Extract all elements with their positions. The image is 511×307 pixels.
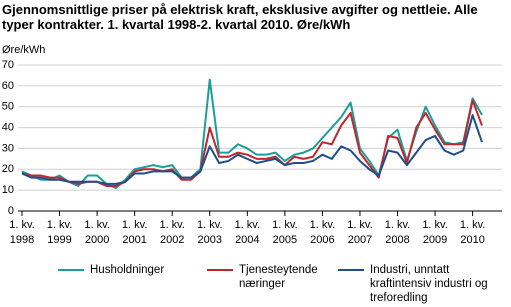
series-line [21, 78, 483, 190]
x-tick-label: 2006 [310, 234, 334, 246]
x-tick-label: 1. kv. [47, 219, 72, 231]
x-tick-label: 2005 [273, 234, 297, 246]
legend-item: Industri, unntatt kraftintensiv industri… [338, 263, 508, 305]
y-axis-label: Øre/kWh [2, 44, 45, 56]
x-tick-label: 1. kv. [159, 219, 184, 231]
y-tick-label: 50 [2, 101, 14, 113]
x-tick-label: 1999 [47, 234, 71, 246]
x-tick-label: 2007 [348, 234, 372, 246]
series-line [21, 99, 483, 187]
series-line [21, 114, 483, 185]
x-tick-label: 1998 [10, 234, 34, 246]
y-tick-label: 40 [2, 121, 14, 133]
y-tick-label: 30 [2, 142, 14, 154]
x-tick-label: 1. kv. [84, 219, 109, 231]
y-tick-label: 60 [2, 80, 14, 92]
legend-swatch [58, 269, 84, 271]
legend-label: Husholdninger [90, 264, 165, 276]
x-tick-label: 2010 [460, 234, 484, 246]
x-tick-label: 1. kv. [9, 219, 34, 231]
x-tick-label: 2000 [85, 234, 109, 246]
x-tick-label: 1. kv. [385, 219, 410, 231]
x-tick-label: 1. kv. [347, 219, 372, 231]
x-tick-label: 2008 [385, 234, 409, 246]
x-tick-label: 2004 [235, 234, 259, 246]
legend-label: Industri, unntatt kraftintensiv industri… [370, 264, 488, 304]
y-tick-label: 10 [2, 184, 14, 196]
x-tick-label: 1. kv. [197, 219, 222, 231]
x-tick-label: 2003 [198, 234, 222, 246]
x-tick-label: 1. kv. [122, 219, 147, 231]
legend-item: Husholdninger [58, 263, 178, 277]
y-tick-label: 70 [2, 59, 14, 71]
y-tick-label: 0 [8, 205, 14, 217]
x-tick-label: 1. kv. [272, 219, 297, 231]
x-tick-label: 2001 [122, 234, 146, 246]
y-tick-label: 20 [2, 163, 14, 175]
legend-item: Tjenesteytende næringer [207, 263, 327, 291]
x-tick-label: 1. kv. [310, 219, 335, 231]
x-tick-label: 2009 [423, 234, 447, 246]
chart-title: Gjennomsnittlige priser på elektrisk kra… [2, 2, 478, 32]
x-tick-label: 1. kv. [460, 219, 485, 231]
x-tick-label: 1. kv. [422, 219, 447, 231]
legend-swatch [207, 269, 233, 271]
x-tick-label: 2002 [160, 234, 184, 246]
legend-swatch [338, 269, 364, 271]
x-tick-label: 1. kv. [235, 219, 260, 231]
legend-label: Tjenesteytende næringer [239, 264, 318, 290]
